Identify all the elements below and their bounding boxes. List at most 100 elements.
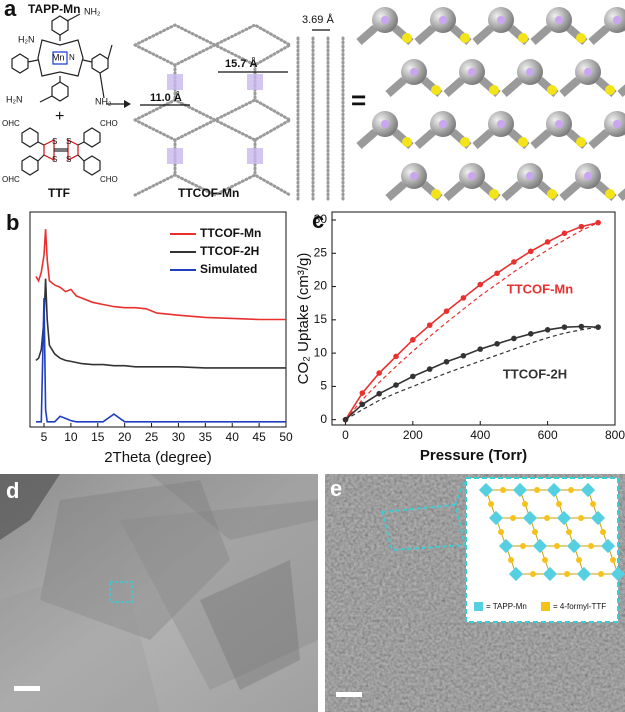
linker — [356, 128, 378, 150]
sulfur-atom — [605, 85, 615, 95]
tapp-node — [610, 566, 625, 582]
data-point — [410, 337, 416, 343]
selection-box — [109, 581, 133, 603]
ttf-node — [542, 557, 548, 563]
legend-swatch — [474, 602, 483, 611]
sulfur-label: S — [66, 137, 71, 146]
sulfur-atom — [460, 33, 470, 43]
legend-swatch — [541, 602, 550, 611]
metal-center — [410, 172, 418, 180]
stacking-columns — [296, 36, 345, 202]
data-point — [359, 401, 366, 408]
x-axis-label: 2Theta (degree) — [104, 449, 212, 466]
sulfur-atom — [402, 33, 412, 43]
tapp-node — [556, 510, 572, 526]
x-tick-label: 400 — [470, 428, 490, 442]
linker — [356, 24, 378, 46]
series-line — [344, 325, 599, 421]
data-point — [477, 281, 484, 288]
monomer-label: TTF — [48, 186, 70, 200]
tapp-node — [590, 510, 606, 526]
data-point — [393, 382, 399, 388]
aldehyde-label: OHC — [2, 175, 20, 184]
ttf-node — [534, 487, 540, 493]
y-tick-label: 0 — [320, 412, 327, 426]
data-point — [544, 239, 551, 245]
nanosheets — [0, 474, 318, 712]
data-point — [426, 366, 433, 372]
x-tick-label: 40 — [226, 430, 240, 444]
x-tick-label: 20 — [118, 430, 132, 444]
framework-3d — [356, 7, 625, 202]
ttf-node — [532, 529, 538, 535]
annotation: TTCOF-2H — [503, 366, 567, 381]
framework-2d — [133, 23, 292, 197]
series-line — [35, 229, 286, 321]
metal-center — [439, 120, 447, 128]
metal-center — [526, 172, 534, 180]
tapp-node — [580, 482, 596, 498]
linker — [443, 180, 465, 202]
data-point — [477, 346, 484, 352]
metal-center — [555, 120, 563, 128]
aldehyde-label: CHO — [100, 175, 118, 184]
sulfur-atom — [576, 137, 586, 147]
sulfur-atom — [489, 189, 499, 199]
linker — [559, 76, 581, 98]
y-tick-label: 25 — [314, 245, 328, 259]
panel-label: d — [6, 478, 19, 503]
panel-e: e = TAPP-Mn = 4-formyl-TTF — [325, 474, 625, 712]
data-point — [578, 323, 585, 330]
linker — [472, 24, 494, 46]
linker — [588, 24, 610, 46]
tapp-node — [532, 538, 548, 554]
data-point — [443, 308, 450, 314]
scale-bar — [336, 692, 362, 697]
sulfur-label: S — [66, 155, 71, 164]
tapp-node — [512, 482, 528, 498]
x-tick-label: 5 — [41, 430, 48, 444]
plus-sign: + — [55, 108, 64, 125]
sulfur-label: S — [52, 155, 57, 164]
y-tick-label: 30 — [314, 212, 328, 226]
legend-label: Simulated — [200, 262, 257, 276]
series-line — [345, 326, 599, 421]
x-tick-label: 10 — [64, 430, 78, 444]
data-point — [511, 259, 517, 265]
data-point — [393, 353, 399, 360]
data-point — [527, 248, 534, 255]
linker — [588, 128, 610, 150]
y-axis-label: CO₂ Uptake (cm³/g) — [295, 253, 312, 385]
panel-label: b — [6, 210, 19, 235]
linker — [530, 24, 552, 46]
panel-a: a TAPP-Mn H₂N NH₂ H₂N NH₂ Mn N + — [2, 0, 625, 202]
data-point — [494, 340, 500, 347]
linker — [472, 128, 494, 150]
metal-center — [613, 16, 621, 24]
ttf-node — [590, 501, 596, 507]
y-tick-label: 10 — [314, 345, 328, 359]
data-point — [443, 358, 450, 365]
ttf-node — [508, 557, 514, 563]
ttf-node — [578, 515, 584, 521]
data-point — [410, 373, 416, 380]
linker — [617, 188, 625, 202]
sulfur-atom — [518, 137, 528, 147]
data-point — [595, 324, 601, 330]
linker — [414, 24, 436, 46]
tem-image — [0, 474, 318, 712]
tapp-node — [566, 538, 582, 554]
ttf-node — [600, 529, 606, 535]
monomer-label: TAPP-Mn — [28, 2, 80, 16]
stacking-distance: 3.69 Å — [302, 13, 334, 26]
annotation: TTCOF-Mn — [507, 281, 573, 296]
sulfur-atom — [431, 189, 441, 199]
sulfur-atom — [518, 33, 528, 43]
ttf-node — [566, 529, 572, 535]
data-point — [527, 331, 534, 337]
porphyrin-structure — [11, 13, 113, 103]
metal-center — [526, 68, 534, 76]
metal-center — [381, 16, 389, 24]
data-point — [342, 416, 349, 423]
